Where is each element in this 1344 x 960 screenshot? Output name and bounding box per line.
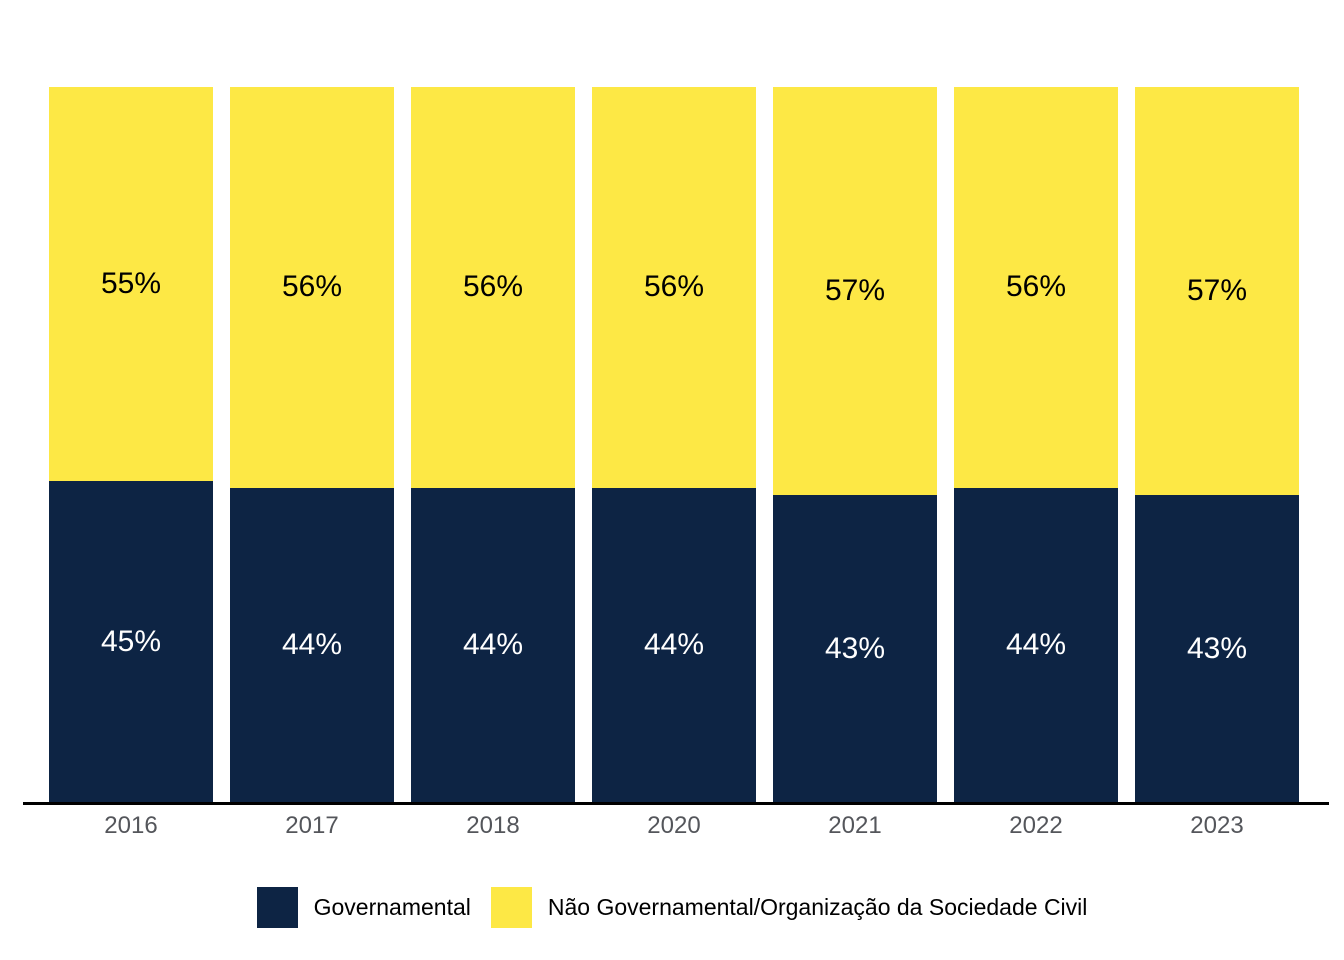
- bar-2016: 55% 45%: [49, 87, 213, 803]
- x-tick-label: 2018: [466, 812, 520, 839]
- bar-2021: 57% 43%: [773, 87, 937, 803]
- legend-item-nao-governamental: Não Governamental/Organização da Socieda…: [490, 887, 1088, 928]
- legend-swatch-governamental: [256, 887, 298, 928]
- bar-segment-nao-governamental: 56%: [954, 87, 1118, 488]
- bar-2023: 57% 43%: [1135, 87, 1299, 803]
- x-tick-label: 2023: [1190, 812, 1244, 839]
- x-tick-label: 2016: [104, 812, 158, 839]
- bar-value-label: 44%: [1005, 628, 1067, 662]
- legend-label-governamental: Governamental: [313, 894, 471, 920]
- bar-value-label: 55%: [100, 266, 162, 300]
- bar-value-label: 56%: [1005, 270, 1067, 304]
- bar-segment-nao-governamental: 56%: [411, 87, 575, 488]
- bar-value-label: 57%: [824, 274, 886, 308]
- bar-value-label: 44%: [643, 628, 705, 662]
- bar-segment-governamental: 43%: [773, 495, 937, 803]
- x-axis-labels: 2016 2017 2018 2020 2021 2022 2023: [49, 812, 1299, 840]
- bar-segment-governamental: 44%: [592, 487, 756, 803]
- bar-2020: 56% 44%: [592, 87, 756, 803]
- x-tick-label: 2020: [647, 812, 701, 839]
- bar-segment-nao-governamental: 57%: [773, 87, 937, 496]
- bar-2017: 56% 44%: [230, 87, 394, 803]
- bar-segment-nao-governamental: 55%: [49, 87, 213, 481]
- bar-segment-nao-governamental: 56%: [592, 87, 756, 488]
- x-tick-label: 2017: [285, 812, 339, 839]
- bar-value-label: 44%: [281, 628, 343, 662]
- legend-item-governamental: Governamental: [256, 887, 471, 928]
- legend: Governamental Não Governamental/Organiza…: [0, 887, 1344, 928]
- bar-2022: 56% 44%: [954, 87, 1118, 803]
- x-axis-line: [23, 802, 1329, 805]
- bar-value-label: 45%: [100, 624, 162, 658]
- bars-row: 55% 45% 56% 44% 56% 44% 56% 44% 57% 43% 56% 44% 57% 4…: [49, 87, 1299, 803]
- bar-segment-governamental: 43%: [1135, 495, 1299, 803]
- x-tick-label: 2021: [828, 812, 882, 839]
- bar-value-label: 43%: [824, 632, 886, 666]
- bar-segment-governamental: 44%: [230, 487, 394, 803]
- legend-label-nao-governamental: Não Governamental/Organização da Socieda…: [547, 894, 1088, 920]
- bar-value-label: 56%: [462, 270, 524, 304]
- bar-value-label: 43%: [1186, 632, 1248, 666]
- x-tick-label: 2022: [1009, 812, 1063, 839]
- bar-segment-governamental: 45%: [49, 480, 213, 803]
- bar-segment-nao-governamental: 57%: [1135, 87, 1299, 496]
- bar-segment-governamental: 44%: [411, 487, 575, 803]
- bar-value-label: 56%: [281, 270, 343, 304]
- legend-swatch-nao-governamental: [490, 887, 532, 928]
- bar-segment-nao-governamental: 56%: [230, 87, 394, 488]
- bar-2018: 56% 44%: [411, 87, 575, 803]
- bar-value-label: 44%: [462, 628, 524, 662]
- bar-segment-governamental: 44%: [954, 487, 1118, 803]
- bar-value-label: 57%: [1186, 274, 1248, 308]
- bar-value-label: 56%: [643, 270, 705, 304]
